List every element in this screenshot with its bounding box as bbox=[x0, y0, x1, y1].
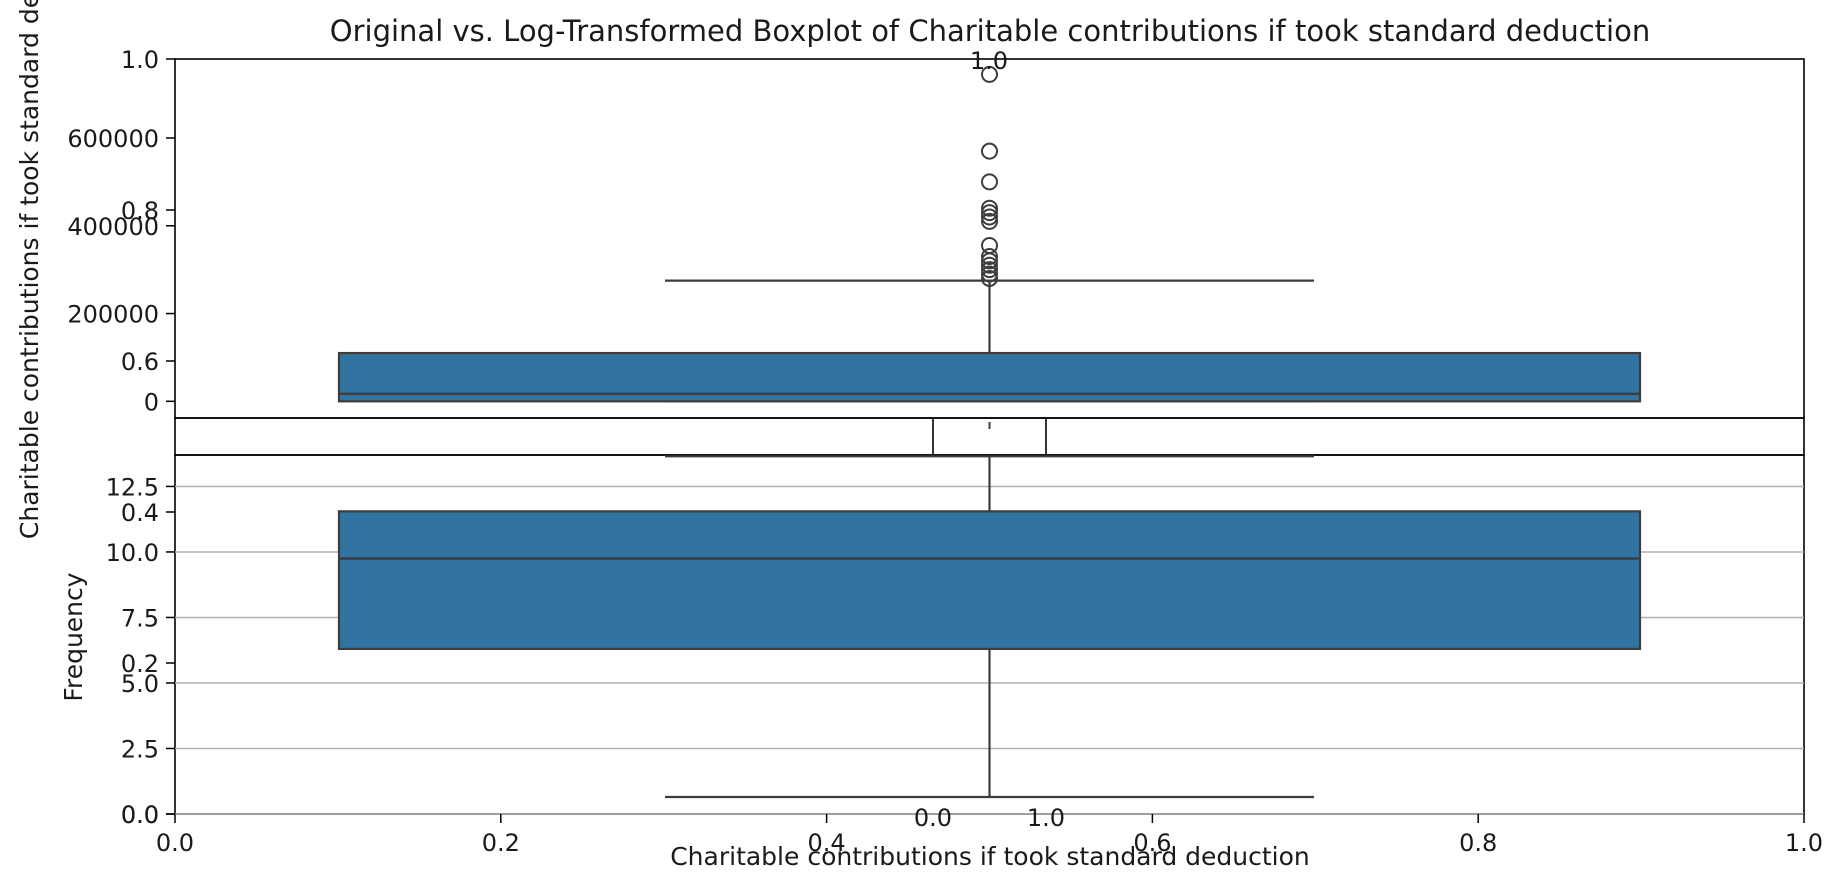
overlay-y-tick-label-3: 0.6 bbox=[121, 348, 159, 376]
top-y-axis: 0 200000 400000 600000 bbox=[67, 125, 175, 416]
overlay-y-tick-label-1: 0.2 bbox=[121, 650, 159, 678]
bottom-y-axis: 0.0 2.5 5.0 7.5 10.0 12.5 bbox=[106, 473, 175, 829]
overlay-x-tick-label-4: 0.8 bbox=[1459, 829, 1497, 857]
overlay-x-tick-label-0: 0.0 bbox=[156, 829, 194, 857]
overlay-x-tick-label-5: 1.0 bbox=[1785, 829, 1823, 857]
middle-x-axis: 0.0 1.0 bbox=[914, 804, 1065, 832]
middle-x-tick-label-5: 1.0 bbox=[1027, 804, 1065, 832]
middle-y-tick-label-top: 1.0 bbox=[970, 47, 1008, 75]
overlay-y-tick-label-5: 1.0 bbox=[121, 46, 159, 74]
top-flier-3 bbox=[981, 256, 998, 274]
middle-axis-marks: 1.0 bbox=[932, 47, 1047, 455]
overlay-x-tick-label-2: 0.4 bbox=[808, 829, 846, 857]
top-flier-12 bbox=[981, 142, 998, 160]
top-flier-7 bbox=[981, 212, 998, 230]
top-flier-8 bbox=[981, 208, 998, 226]
bottom-y-tick-label-3: 7.5 bbox=[121, 604, 159, 632]
chart-title: Original vs. Log-Transformed Boxplot of … bbox=[330, 14, 1650, 48]
top-flier-6 bbox=[981, 237, 998, 255]
overlay-x-axis: 0.0 0.2 0.4 0.6 0.8 1.0 bbox=[156, 814, 1823, 857]
bottom-y-tick-label-0: 0.0 bbox=[121, 801, 159, 829]
top-y-axis-label: Charitable contributions if took standar… bbox=[15, 0, 44, 539]
overlay-x-tick-label-3: 0.6 bbox=[1133, 829, 1171, 857]
bottom-y-tick-label-4: 10.0 bbox=[106, 539, 159, 567]
top-flier-10 bbox=[981, 199, 998, 217]
top-flier-2 bbox=[981, 261, 998, 279]
top-flier-13 bbox=[981, 65, 998, 83]
bottom-boxplot bbox=[337, 455, 1642, 799]
x-axis-label: Charitable contributions if took standar… bbox=[670, 842, 1310, 871]
top-flier-0 bbox=[981, 269, 998, 287]
bottom-y-tick-label-2: 5.0 bbox=[121, 670, 159, 698]
bottom-box bbox=[337, 510, 1642, 651]
bottom-y-tick-label-1: 2.5 bbox=[121, 735, 159, 763]
top-y-tick-label-0: 0 bbox=[144, 388, 159, 416]
top-y-tick-label-2: 400000 bbox=[67, 213, 159, 241]
top-flier-9 bbox=[981, 204, 998, 222]
overlay-y-tick-label-0: 0.0 bbox=[121, 801, 159, 829]
bottom-y-tick-label-5: 12.5 bbox=[106, 473, 159, 501]
overlay-y-tick-label-4: 0.8 bbox=[121, 197, 159, 225]
top-y-tick-label-3: 600000 bbox=[67, 125, 159, 153]
overlay-y-axis: 0.0 0.2 0.4 0.6 0.8 1.0 bbox=[121, 46, 175, 829]
overlay-y-tick-label-2: 0.4 bbox=[121, 499, 159, 527]
top-flier-1 bbox=[981, 265, 998, 283]
overlay-x-tick-label-1: 0.2 bbox=[482, 829, 520, 857]
top-flier-11 bbox=[981, 173, 998, 191]
top-boxplot bbox=[337, 65, 1642, 403]
bottom-y-axis-label: Frequency bbox=[59, 572, 88, 701]
top-y-tick-label-1: 200000 bbox=[67, 301, 159, 329]
middle-x-tick-label-0: 0.0 bbox=[914, 804, 952, 832]
top-flier-5 bbox=[981, 247, 998, 265]
